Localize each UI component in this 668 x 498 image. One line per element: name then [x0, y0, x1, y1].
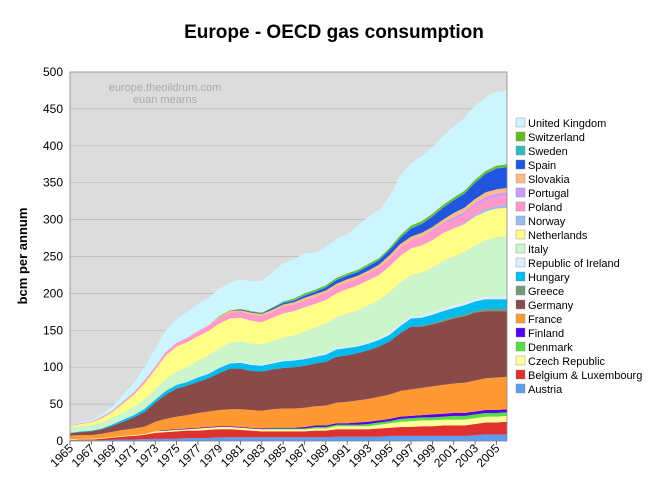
legend-swatch	[515, 215, 526, 226]
legend-swatch	[515, 383, 526, 394]
area-slovakia	[70, 187, 507, 426]
area-germany	[70, 311, 507, 436]
legend-label: Greece	[528, 286, 564, 298]
legend-swatch	[515, 201, 526, 212]
legend-label: Spain	[528, 160, 556, 172]
chart-title: Europe - OECD gas consumption	[184, 22, 484, 43]
area-belgium-luxembourg	[70, 421, 507, 441]
legend-label: Slovakia	[528, 174, 570, 186]
legend-label: Netherlands	[528, 230, 588, 242]
legend-swatch	[515, 173, 526, 184]
legend-swatch	[515, 313, 526, 324]
y-tick-label: 300	[43, 213, 63, 227]
legend-label: Poland	[528, 202, 562, 214]
watermark-line-1: europe.theoildrum.com	[109, 82, 222, 94]
legend-swatch	[515, 257, 526, 268]
legend-label: Norway	[528, 216, 566, 228]
y-tick-label: 100	[43, 360, 63, 374]
y-axis-label: bcm per annum	[15, 208, 30, 305]
legend-label: United Kingdom	[528, 118, 606, 130]
y-tick-label: 200	[43, 286, 63, 300]
y-tick-label: 400	[43, 139, 63, 153]
legend-swatch	[515, 271, 526, 282]
stacked-areas	[70, 90, 507, 441]
legend-swatch	[515, 355, 526, 366]
watermark-line-2: euan mearns	[133, 94, 198, 106]
legend: United Kingdom Switzerland Sweden Spain Slov…	[515, 117, 642, 396]
legend-swatch	[515, 229, 526, 240]
area-hungary	[70, 299, 507, 434]
legend-label: Sweden	[528, 146, 568, 158]
y-axis-ticks: 0 50 100 150 200 250 300 350 400 450 500	[43, 65, 63, 448]
area-united-kingdom	[70, 90, 507, 426]
legend-swatch	[515, 131, 526, 142]
legend-swatch	[515, 117, 526, 128]
legend-label: Italy	[528, 244, 549, 256]
legend-label: Germany	[528, 300, 574, 312]
legend-label: Hungary	[528, 272, 570, 284]
legend-label: France	[528, 314, 562, 326]
legend-swatch	[515, 243, 526, 254]
legend-swatch	[515, 145, 526, 156]
legend-swatch	[515, 187, 526, 198]
legend-label: Finland	[528, 328, 564, 340]
legend-swatch	[515, 159, 526, 170]
y-tick-label: 50	[50, 397, 64, 411]
legend-label: Republic of Ireland	[528, 258, 620, 270]
y-tick-label: 500	[43, 65, 63, 79]
area-czech-republic	[70, 415, 507, 440]
area-austria	[70, 434, 507, 441]
legend-swatch	[515, 369, 526, 380]
legend-label: Denmark	[528, 342, 573, 354]
x-axis-ticks: 1965196719691971197319751977197919811983…	[47, 441, 502, 470]
legend-swatch	[515, 299, 526, 310]
y-tick-label: 0	[56, 434, 63, 448]
legend-label: Belgium & Luxembourg	[528, 370, 642, 382]
legend-label: Portugal	[528, 188, 569, 200]
area-france	[70, 376, 507, 440]
legend-swatch	[515, 285, 526, 296]
plot-frame	[69, 71, 508, 442]
legend-label: Switzerland	[528, 132, 585, 144]
area-italy	[70, 235, 507, 433]
y-tick-label: 450	[43, 102, 63, 116]
area-netherlands	[70, 207, 507, 428]
legend-label: Austria	[528, 384, 563, 396]
y-tick-label: 350	[43, 176, 63, 190]
legend-swatch	[515, 327, 526, 338]
area-poland	[70, 195, 507, 427]
watermark: europe.theoildrum.com euan mearns	[109, 82, 222, 106]
y-tick-label: 250	[43, 250, 63, 264]
y-tick-label: 150	[43, 323, 63, 337]
x-tick-label: 2005	[474, 441, 503, 470]
legend-label: Czech Republic	[528, 356, 606, 368]
legend-swatch	[515, 341, 526, 352]
